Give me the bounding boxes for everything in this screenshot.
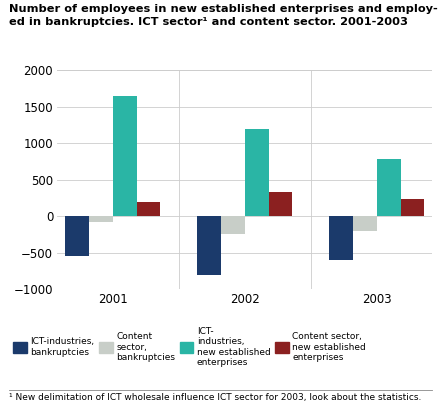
- Bar: [245, 128, 269, 216]
- Bar: [221, 216, 245, 234]
- Text: ¹ New delimitation of ICT wholesale influence ICT sector for 2003, look about th: ¹ New delimitation of ICT wholesale infl…: [9, 393, 421, 402]
- Bar: [269, 192, 292, 216]
- Text: Number of employees in new established enterprises and employ-
ed in bankruptcie: Number of employees in new established e…: [9, 4, 437, 26]
- Bar: [353, 216, 377, 231]
- Bar: [65, 216, 89, 256]
- Bar: [137, 202, 160, 216]
- Bar: [329, 216, 353, 260]
- Bar: [400, 199, 424, 216]
- Legend: ICT-industries,
bankruptcies, Content
sector,
bankruptcies, ICT-
industries,
new: ICT-industries, bankruptcies, Content se…: [13, 327, 366, 367]
- Bar: [197, 216, 221, 275]
- Bar: [377, 159, 400, 216]
- Bar: [113, 96, 137, 216]
- Bar: [89, 216, 113, 222]
